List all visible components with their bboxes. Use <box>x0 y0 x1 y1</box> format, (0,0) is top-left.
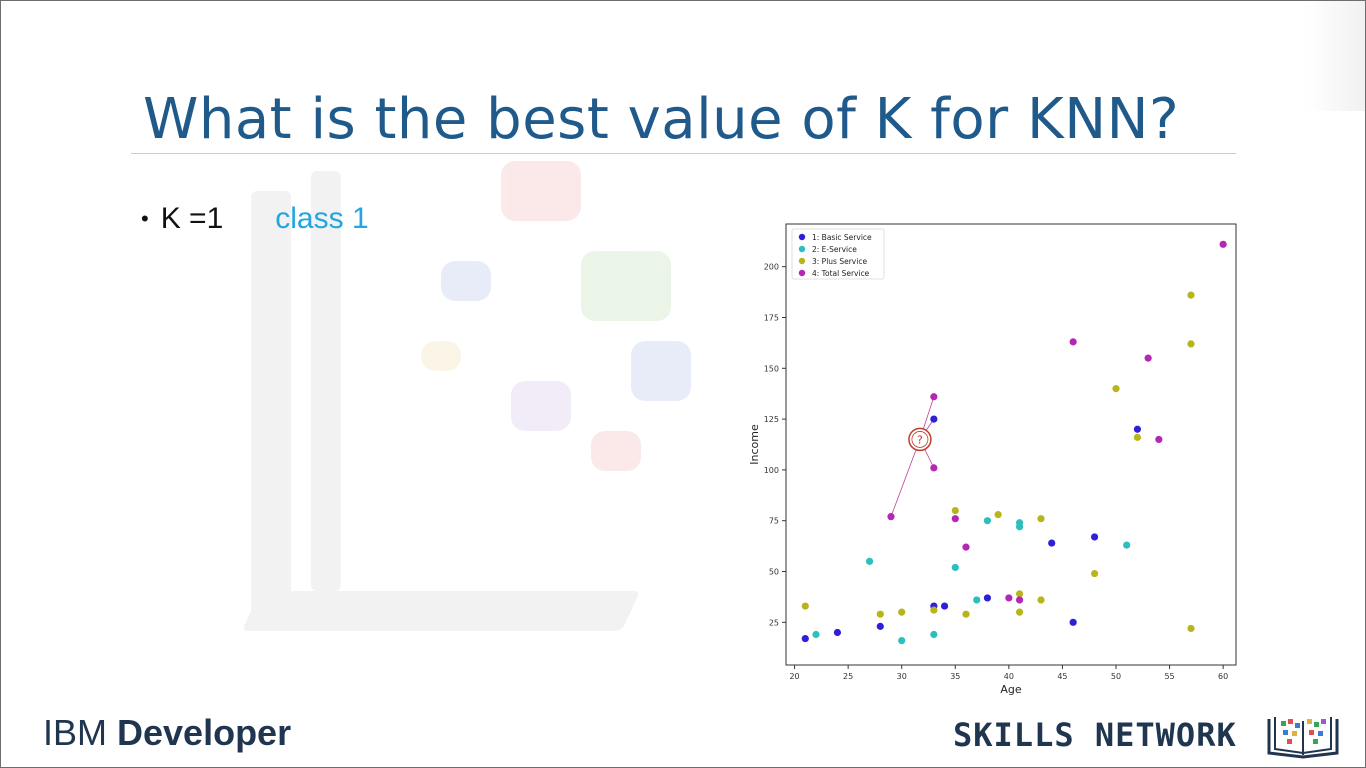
legend-label-series-4: 4: Total Service <box>812 269 870 278</box>
data-point-series-2 <box>898 637 906 645</box>
data-point-series-1 <box>1069 618 1077 626</box>
data-point-series-3 <box>951 506 959 515</box>
legend-marker-series-3 <box>798 257 806 265</box>
data-point-series-3 <box>1037 596 1045 604</box>
data-point-series-1 <box>876 622 884 630</box>
x-tick-label: 50 <box>1111 672 1121 681</box>
y-tick-label: 50 <box>769 568 779 577</box>
data-point-series-1 <box>1090 533 1099 541</box>
y-tick-label: 25 <box>769 618 779 627</box>
y-tick-label: 125 <box>764 415 779 424</box>
data-point-series-4 <box>962 543 970 551</box>
y-tick-label: 200 <box>764 263 779 272</box>
data-point-series-4 <box>1069 338 1077 346</box>
data-point-series-3 <box>898 608 906 616</box>
x-tick-label: 45 <box>1057 672 1067 681</box>
data-point-series-1 <box>1133 425 1142 433</box>
legend-label-series-1: 1: Basic Service <box>812 233 872 242</box>
data-point-series-4 <box>951 515 959 523</box>
data-point-series-2 <box>1015 523 1024 531</box>
skills-network-book-icon <box>1267 717 1339 759</box>
skills-network-logo-text: SKILLS NETWORK <box>953 716 1237 754</box>
legend-label-series-2: 2: E-Service <box>812 245 857 254</box>
y-tick-label: 150 <box>764 364 779 373</box>
data-point-series-4 <box>1219 240 1227 248</box>
neighbor-link-line <box>890 439 921 517</box>
data-point-series-3 <box>1090 569 1099 578</box>
legend-box <box>791 228 885 280</box>
slide-title: What is the best value of K for KNN? <box>143 87 1180 152</box>
data-point-series-3 <box>1187 291 1195 299</box>
data-point-series-3 <box>994 511 1002 519</box>
data-point-series-4 <box>887 513 895 521</box>
data-point-series-2 <box>983 517 992 525</box>
plot-area <box>785 223 1237 666</box>
data-point-series-3 <box>1187 624 1195 633</box>
data-point-series-2 <box>812 630 820 639</box>
legend-marker-series-4 <box>798 269 806 277</box>
data-point-series-2 <box>951 563 959 572</box>
bullet-result: class 1 <box>275 202 369 235</box>
data-point-series-3 <box>1015 608 1024 616</box>
x-axis-label: Age <box>1000 683 1022 696</box>
x-tick-label: 55 <box>1164 672 1174 681</box>
data-point-series-1 <box>801 634 809 643</box>
y-axis-label: Income <box>748 424 761 465</box>
legend-marker-series-2 <box>798 245 806 253</box>
y-tick-label: 100 <box>764 466 779 475</box>
bullet-k-label: K =1 <box>160 202 224 235</box>
x-tick-label: 40 <box>1004 672 1014 681</box>
data-point-series-3 <box>1037 515 1045 523</box>
y-tick-label: 175 <box>764 313 779 322</box>
data-point-series-3 <box>1187 340 1195 348</box>
data-point-series-3 <box>1112 385 1120 393</box>
scatter-chart: 20 25 30 35 40 45 50 55 60 25 50 75 100 125 150 175 200 A… <box>748 223 1237 696</box>
x-tick-label: 25 <box>843 672 853 681</box>
data-point-series-1 <box>930 415 938 423</box>
query-point-inner-ring <box>911 431 929 448</box>
data-point-series-4 <box>930 464 938 472</box>
bullet-item: • K =1 class 1 <box>141 199 369 239</box>
data-point-series-2 <box>865 557 874 565</box>
data-point-series-2 <box>1123 541 1131 549</box>
x-tick-label: 60 <box>1218 672 1228 681</box>
ibm-logo-text: IBM <box>43 712 118 753</box>
corner-shade <box>1305 1 1365 111</box>
developer-logo-text: Developer <box>117 712 292 753</box>
bullet-dot-icon: • <box>141 206 149 231</box>
data-point-series-4 <box>1005 594 1013 602</box>
data-point-series-4 <box>930 393 938 401</box>
x-tick-label: 30 <box>897 672 907 681</box>
x-tick-label: 35 <box>950 672 960 681</box>
query-point-label: ? <box>917 433 923 446</box>
title-divider <box>131 153 1236 154</box>
data-point-series-3 <box>1133 433 1142 441</box>
data-point-series-3 <box>801 602 809 610</box>
data-point-series-4 <box>1155 435 1163 444</box>
data-point-series-2 <box>973 596 981 604</box>
data-point-series-3 <box>1015 590 1024 598</box>
data-point-series-3 <box>962 610 970 618</box>
legend-marker-series-1 <box>798 233 806 241</box>
data-point-series-3 <box>930 606 938 614</box>
data-point-series-4 <box>1144 354 1152 362</box>
legend-label-series-3: 3: Plus Service <box>812 257 867 266</box>
data-point-series-3 <box>876 610 884 618</box>
data-point-series-1 <box>1048 539 1056 547</box>
y-tick-label: 75 <box>769 517 779 526</box>
data-point-series-2 <box>930 630 938 639</box>
data-point-series-1 <box>940 602 949 610</box>
ibm-developer-logo: IBM Developer <box>43 712 291 754</box>
data-point-series-1 <box>983 594 992 602</box>
x-tick-label: 20 <box>789 672 799 681</box>
data-point-series-1 <box>833 628 842 637</box>
data-point-series-4 <box>1015 596 1024 604</box>
